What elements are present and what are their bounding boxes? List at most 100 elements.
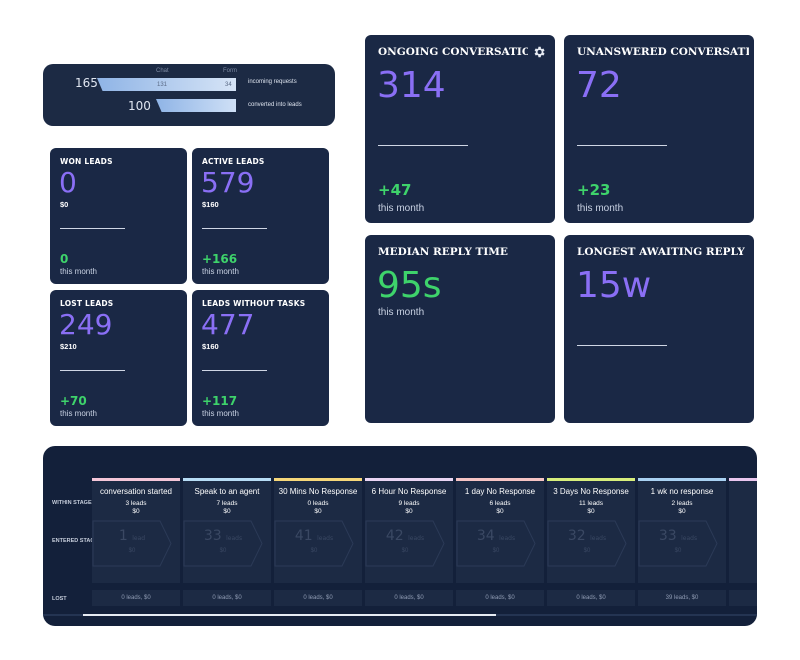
card-title: UNANSWERED CONVERSATIONS xyxy=(577,46,749,58)
card-period: this month xyxy=(60,267,97,276)
median-reply-time-card[interactable]: MEDIAN REPLY TIME 95s this month xyxy=(365,235,555,423)
won-leads-card[interactable]: WON LEADS 0 $0 0 this month xyxy=(50,148,187,284)
gear-icon[interactable] xyxy=(532,45,546,59)
entered-count: 32 leads xyxy=(547,528,627,544)
card-title: MEDIAN REPLY TIME xyxy=(378,246,508,258)
stage-color-bar xyxy=(183,478,271,481)
entered-number: 42 xyxy=(385,528,404,544)
stage-color-bar xyxy=(92,478,180,481)
card-title: LOST LEADS xyxy=(60,299,114,308)
stage-name: 1 wk no response xyxy=(650,487,714,496)
entered-number: 1 xyxy=(118,528,128,544)
divider xyxy=(378,145,468,146)
card-value: 95s xyxy=(377,265,442,306)
incoming-total: 165 xyxy=(75,76,98,90)
lost-leads-card[interactable]: LOST LEADS 249 $210 +70 this month xyxy=(50,290,187,426)
card-period: this month xyxy=(378,307,425,318)
card-value: 15w xyxy=(576,265,652,306)
entered-amount: $0 xyxy=(401,548,409,554)
entered-count: 1 lead xyxy=(92,528,172,544)
pipeline-stage[interactable]: Speak to an agent 7 leads $0 33 leads $0 xyxy=(183,478,271,583)
stage-color-bar xyxy=(729,478,757,481)
card-value: 314 xyxy=(377,65,446,106)
pipeline-stage[interactable]: 1 day No Response 6 leads $0 34 leads $0 xyxy=(456,478,544,583)
stage-lost-cell: 0 leads, $0 xyxy=(183,590,271,606)
unanswered-conversations-card[interactable]: UNANSWERED CONVERSATIONS 72 +23 this mon… xyxy=(564,35,754,223)
stage-amount: $0 xyxy=(587,508,595,515)
stage-name: 6 Hour No Response xyxy=(371,487,447,496)
pipeline-stage[interactable]: 1 wk no response 2 leads $0 33 leads $0 xyxy=(638,478,726,583)
stage-name: 30 Mins No Response xyxy=(278,487,358,496)
pipeline-stages-panel: WITHIN STAGE ENTERED STAGE LOST conversa… xyxy=(43,446,757,626)
card-delta: 0 xyxy=(60,252,69,266)
converted-total: 100 xyxy=(128,99,151,113)
card-title: ACTIVE LEADS xyxy=(202,157,265,166)
horizontal-scrollbar[interactable] xyxy=(83,614,496,616)
entered-unit: leads xyxy=(681,535,698,542)
divider xyxy=(60,228,125,229)
card-amount: $210 xyxy=(60,342,77,351)
pipeline-stage[interactable]: 6 Hour No Response 9 leads $0 42 leads $0 xyxy=(365,478,453,583)
active-leads-card[interactable]: ACTIVE LEADS 579 $160 +166 this month xyxy=(192,148,329,284)
card-delta: +70 xyxy=(60,394,87,408)
row-label-within-stage: WITHIN STAGE xyxy=(52,500,92,506)
divider xyxy=(202,370,267,371)
stage-leads: 2 leads xyxy=(671,500,693,507)
card-period: this month xyxy=(378,203,425,214)
entered-amount: $0 xyxy=(583,548,591,554)
stage-name: Speak to an agent xyxy=(194,487,260,496)
stage-lost-cell: 0 leads, $0 xyxy=(456,590,544,606)
chevron-arrow-icon xyxy=(638,520,718,567)
entered-count: 33 leads xyxy=(183,528,263,544)
divider xyxy=(60,370,125,371)
stage-amount: $0 xyxy=(496,508,504,515)
chevron-arrow-icon xyxy=(92,520,172,567)
stage-amount: $0 xyxy=(132,508,140,515)
stage-leads: 7 leads xyxy=(216,500,238,507)
card-delta: +117 xyxy=(202,394,238,408)
stage-lost-cell: 0 leads, $0 xyxy=(365,590,453,606)
divider xyxy=(577,145,667,146)
entered-count: 41 leads xyxy=(274,528,354,544)
entered-number: 33 xyxy=(658,528,677,544)
longest-awaiting-reply-card[interactable]: LONGEST AWAITING REPLY 15w xyxy=(564,235,754,423)
converted-label: converted into leads xyxy=(248,102,302,108)
card-amount: $160 xyxy=(202,342,219,351)
entered-count: 33 leads xyxy=(638,528,718,544)
card-title: ONGOING CONVERSATIONS xyxy=(378,46,528,58)
pipeline-stage-partial[interactable] xyxy=(729,478,757,583)
row-label-entered-stage: ENTERED STAGE xyxy=(52,538,99,544)
ongoing-conversations-card[interactable]: ONGOING CONVERSATIONS 314 +47 this month xyxy=(365,35,555,223)
stage-amount: $0 xyxy=(405,508,413,515)
card-delta: +23 xyxy=(577,181,611,199)
card-amount: $0 xyxy=(60,200,69,209)
card-period: this month xyxy=(60,409,97,418)
entered-number: 32 xyxy=(567,528,586,544)
row-label-lost: LOST xyxy=(52,596,67,602)
stage-amount: $0 xyxy=(223,508,231,515)
stage-leads: 11 leads xyxy=(578,500,604,507)
converted-leads-bar xyxy=(156,99,236,112)
pipeline-stage[interactable]: 3 Days No Response 11 leads $0 32 leads $0 xyxy=(547,478,635,583)
card-value: 477 xyxy=(201,308,255,341)
entered-unit: leads xyxy=(226,535,243,542)
stage-amount: $0 xyxy=(314,508,322,515)
stage-lost-cell xyxy=(729,590,757,606)
leads-without-tasks-card[interactable]: LEADS WITHOUT TASKS 477 $160 +117 this m… xyxy=(192,290,329,426)
stage-color-bar xyxy=(547,478,635,481)
entered-amount: $0 xyxy=(219,548,227,554)
chevron-arrow-icon xyxy=(274,520,354,567)
card-amount: $160 xyxy=(202,200,219,209)
stage-amount: $0 xyxy=(678,508,686,515)
pipeline-stage[interactable]: conversation started 3 leads $0 1 lead $0 xyxy=(92,478,180,583)
incoming-requests-widget: Chat Form 165 incoming requests 100 conv… xyxy=(43,64,335,126)
stage-leads: 9 leads xyxy=(398,500,420,507)
pipeline-stage[interactable]: 30 Mins No Response 0 leads $0 41 leads $0 xyxy=(274,478,362,583)
stage-lost-cell: 39 leads, $0 xyxy=(638,590,726,606)
chat-column-label: Chat xyxy=(156,68,169,74)
card-value: 0 xyxy=(59,166,77,199)
card-value: 249 xyxy=(59,308,113,341)
stage-leads: 0 leads xyxy=(307,500,329,507)
card-value: 579 xyxy=(201,166,255,199)
incoming-requests-bar: 131 34 xyxy=(97,78,236,91)
